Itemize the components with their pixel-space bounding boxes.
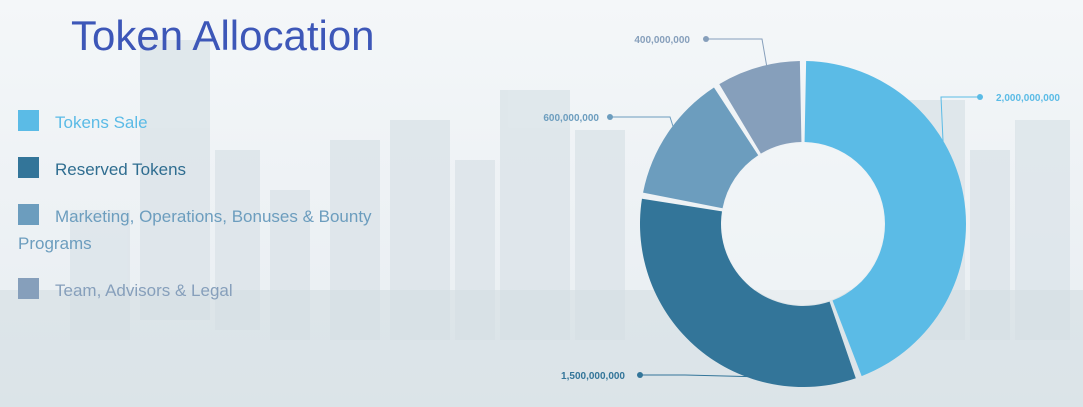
slice-tokens-sale	[804, 61, 967, 377]
slice-reserved-tokens	[640, 198, 856, 387]
legend-item-tokens-sale: Tokens Sale	[18, 109, 428, 136]
data-label-reserved-tokens: 1,500,000,000	[561, 371, 625, 382]
legend-label-tokens-sale: Tokens Sale	[55, 113, 148, 132]
callout-line-marketing	[610, 116, 675, 131]
callout-line-tokens-sale	[940, 96, 980, 150]
legend-item-marketing: Marketing, Operations, Bonuses & Bounty …	[18, 203, 428, 257]
callout-dot-reserved-tokens	[637, 372, 643, 378]
legend-label-reserved-tokens: Reserved Tokens	[55, 160, 187, 179]
legend-swatch-tokens-sale	[18, 110, 39, 131]
callout-line-reserved-tokens	[640, 374, 760, 378]
data-label-marketing: 600,000,000	[543, 113, 599, 124]
legend-label-marketing: Marketing, Operations, Bonuses & Bounty …	[18, 207, 372, 253]
legend-item-team: Team, Advisors & Legal	[18, 277, 428, 304]
legend-label-team: Team, Advisors & Legal	[55, 281, 233, 300]
legend-swatch-team	[18, 278, 39, 299]
donut-hole	[722, 143, 884, 305]
chart-legend: Tokens Sale Reserved Tokens Marketing, O…	[18, 109, 428, 324]
legend-swatch-reserved-tokens	[18, 157, 39, 178]
data-label-team: 400,000,000	[634, 35, 690, 46]
legend-item-reserved-tokens: Reserved Tokens	[18, 156, 428, 183]
page-title: Token Allocation	[71, 12, 375, 59]
legend-swatch-marketing	[18, 204, 39, 225]
callout-dot-team	[703, 36, 709, 42]
slice-marketing	[643, 87, 759, 209]
callout-dot-marketing	[607, 114, 613, 120]
slice-team	[719, 61, 802, 154]
callout-line-team	[706, 38, 768, 70]
callout-dot-tokens-sale	[977, 94, 983, 100]
data-label-tokens-sale: 2,000,000,000	[996, 93, 1060, 104]
